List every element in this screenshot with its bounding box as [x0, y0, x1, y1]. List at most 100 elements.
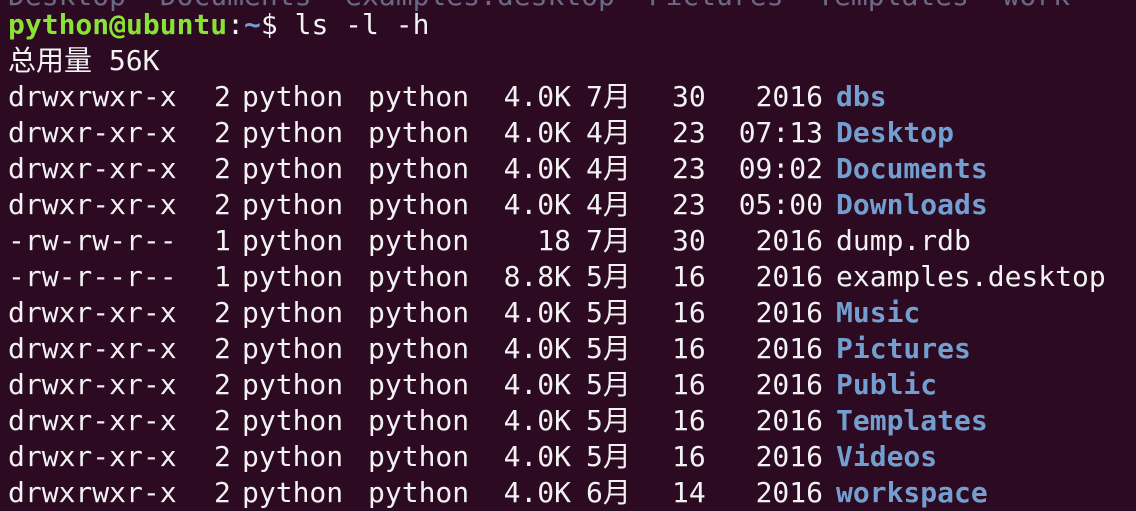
entry-time: 2016 — [755, 476, 823, 509]
entry-group: python — [368, 152, 470, 185]
entry-group: python — [368, 260, 470, 293]
entry-time: 09:02 — [738, 152, 823, 185]
file-entry-row: drwxr-xr-x 2 python python 4.0K 5月 16 2016 Publi… — [8, 367, 1128, 403]
entry-links: 2 — [214, 440, 231, 473]
prompt-symbol: $ — [260, 8, 295, 41]
entry-links: 1 — [214, 224, 231, 257]
entry-links: 2 — [214, 188, 231, 221]
entry-name: Documents — [836, 152, 988, 185]
file-entry-row: -rw-rw-r-- 1 python python 18 7月 30 2016 dump.rd… — [8, 223, 1128, 259]
entry-owner: python — [242, 224, 344, 257]
entry-owner: python — [242, 116, 344, 149]
entry-group: python — [368, 224, 470, 257]
entry-perm: drwxr-xr-x — [8, 368, 177, 401]
entry-month: 7月 — [586, 80, 631, 113]
entry-group: python — [368, 368, 470, 401]
prompt-separator: : — [227, 8, 245, 41]
entry-owner: python — [242, 332, 344, 365]
entry-day: 16 — [672, 368, 706, 401]
entry-month: 6月 — [586, 476, 631, 509]
file-entry-row: drwxr-xr-x 2 python python 4.0K 4月 23 09:02 Docu… — [8, 151, 1128, 187]
entry-group: python — [368, 476, 470, 509]
entry-month: 5月 — [586, 296, 631, 329]
entry-name: Public — [836, 368, 938, 401]
entry-day: 23 — [672, 116, 706, 149]
entry-day: 16 — [672, 296, 706, 329]
entry-name: workspace — [836, 476, 988, 509]
prompt-path: ~ — [244, 8, 261, 41]
entry-name: Videos — [836, 440, 938, 473]
entry-day: 23 — [672, 188, 706, 221]
entry-group: python — [368, 116, 470, 149]
file-entry-row: drwxrwxr-x 2 python python 4.0K 7月 30 2016 dbs — [8, 79, 1128, 115]
entry-group: python — [368, 404, 470, 437]
entry-perm: drwxr-xr-x — [8, 188, 177, 221]
entry-owner: python — [242, 440, 344, 473]
entry-time: 2016 — [755, 332, 823, 365]
entry-perm: drwxr-xr-x — [8, 332, 177, 365]
entry-perm: drwxrwxr-x — [8, 80, 177, 113]
entry-group: python — [368, 296, 470, 329]
entry-day: 30 — [672, 80, 706, 113]
file-entry-row: drwxr-xr-x 2 python python 4.0K 5月 16 2016 Templ… — [8, 403, 1128, 439]
entry-name: dump.rdb — [836, 224, 971, 257]
prompt-line: python@ubuntu:~$ ls -l -h — [8, 7, 429, 43]
entry-owner: python — [242, 404, 344, 437]
entry-month: 5月 — [586, 332, 631, 365]
entry-links: 2 — [214, 404, 231, 437]
entry-name: Music — [836, 296, 921, 329]
entry-group: python — [368, 332, 470, 365]
entry-day: 14 — [672, 476, 706, 509]
entry-size: 18 — [537, 224, 571, 257]
prompt-user-host: python@ubuntu — [8, 8, 228, 41]
entry-time: 2016 — [755, 260, 823, 293]
entry-group: python — [368, 440, 470, 473]
entry-owner: python — [242, 260, 344, 293]
entry-name: Desktop — [836, 116, 955, 149]
entry-month: 4月 — [586, 152, 631, 185]
entry-perm: drwxr-xr-x — [8, 404, 177, 437]
total-line: 总用量 56K — [8, 44, 160, 77]
entry-time: 2016 — [755, 404, 823, 437]
entry-links: 2 — [214, 80, 231, 113]
entry-size: 4.0K — [503, 440, 571, 473]
entry-perm: -rw-r--r-- — [8, 260, 177, 293]
entry-perm: drwxrwxr-x — [8, 476, 177, 509]
entry-month: 4月 — [586, 116, 631, 149]
entry-name: Downloads — [836, 188, 988, 221]
entry-month: 5月 — [586, 260, 631, 293]
entry-links: 2 — [214, 332, 231, 365]
entry-time: 2016 — [755, 440, 823, 473]
entry-perm: -rw-rw-r-- — [8, 224, 177, 257]
entry-owner: python — [242, 296, 344, 329]
entry-name: Templates — [836, 404, 988, 437]
file-entry-row: drwxr-xr-x 2 python python 4.0K 5月 16 2016 Video… — [8, 439, 1128, 475]
entry-day: 16 — [672, 404, 706, 437]
entry-perm: drwxr-xr-x — [8, 440, 177, 473]
entry-links: 1 — [214, 260, 231, 293]
entry-perm: drwxr-xr-x — [8, 116, 177, 149]
entry-size: 4.0K — [503, 332, 571, 365]
file-entry-row: drwxr-xr-x 2 python python 4.0K 5月 16 2016 Pictu… — [8, 331, 1128, 367]
entry-name: dbs — [836, 80, 887, 113]
command-text: ls -l -h — [294, 8, 430, 41]
entry-owner: python — [242, 188, 344, 221]
entry-size: 4.0K — [503, 404, 571, 437]
file-entry-row: drwxr-xr-x 2 python python 4.0K 5月 16 2016 Music — [8, 295, 1128, 331]
entry-owner: python — [242, 476, 344, 509]
entry-group: python — [368, 80, 470, 113]
entry-links: 2 — [214, 296, 231, 329]
entry-size: 4.0K — [503, 296, 571, 329]
entry-time: 07:13 — [738, 116, 823, 149]
file-entry-row: -rw-r--r-- 1 python python 8.8K 5月 16 2016 examp… — [8, 259, 1128, 295]
entry-time: 2016 — [755, 296, 823, 329]
entry-size: 4.0K — [503, 476, 571, 509]
entry-size: 4.0K — [503, 368, 571, 401]
entry-perm: drwxr-xr-x — [8, 152, 177, 185]
entry-day: 16 — [672, 440, 706, 473]
entry-size: 4.0K — [503, 152, 571, 185]
entry-links: 2 — [214, 476, 231, 509]
entry-size: 8.8K — [503, 260, 571, 293]
entry-links: 2 — [214, 116, 231, 149]
entry-links: 2 — [214, 152, 231, 185]
